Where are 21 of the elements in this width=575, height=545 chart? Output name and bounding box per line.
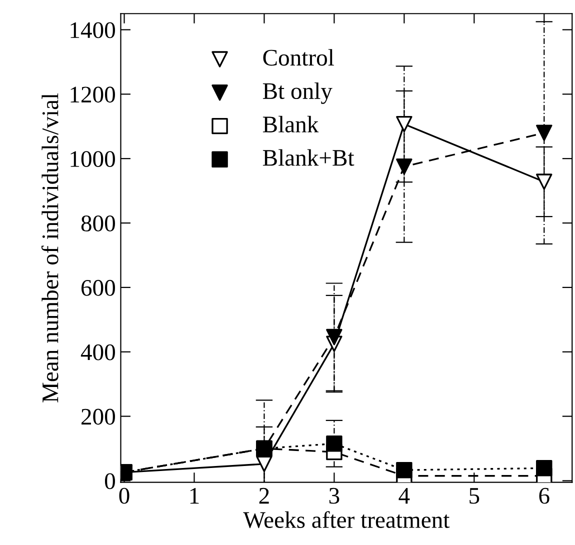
y-axis-title: Mean number of individuals/vial [41,93,58,402]
x-axis-title: Weeks after treatment [243,511,450,528]
x-tick-label: 4 [398,488,410,504]
x-tick-label: 5 [470,488,480,504]
x-tick-label: 0 [119,488,130,504]
y-tick-label: 400 [80,344,115,360]
x-tick-label: 2 [259,488,269,504]
y-tick-label: 800 [81,216,115,232]
x-tick-label: 6 [539,488,550,504]
legend-label: Blank [262,116,319,132]
legend-label: Bt only [262,82,332,104]
x-tick-label: 1 [190,488,199,504]
y-tick-label: 1400 [70,22,115,38]
y-tick-label: 0 [104,473,115,490]
y-tick-label: 200 [82,408,115,425]
legend-label: Blank+Bt [262,149,354,166]
y-tick-label: 600 [81,280,115,296]
y-tick-label: 1200 [70,86,115,103]
legend-label: Control [263,49,334,66]
x-tick-label: 3 [329,488,340,504]
y-tick-label: 1000 [70,151,115,168]
